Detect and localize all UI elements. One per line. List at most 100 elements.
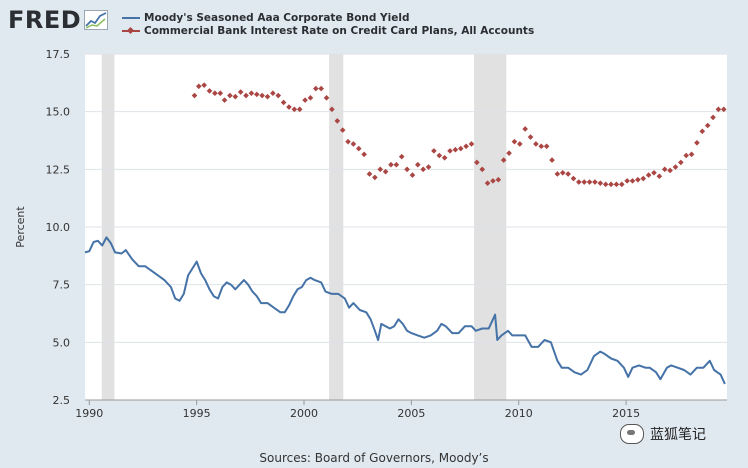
legend-diamond-swatch (122, 26, 140, 35)
credit-card-rate-point (694, 140, 700, 146)
credit-card-rate-point (366, 171, 373, 177)
credit-card-rate-point (457, 145, 464, 152)
credit-card-rate-point (592, 179, 598, 185)
legend-item-credit-card-rate[interactable]: Commercial Bank Interest Rate on Credit … (122, 24, 534, 37)
credit-card-rate-point (270, 90, 276, 97)
credit-card-rate-point (232, 93, 239, 100)
credit-card-rate-point (259, 92, 265, 99)
credit-card-rate-point (195, 83, 202, 90)
credit-card-rate-point (191, 92, 198, 99)
credit-card-rate-point (307, 95, 314, 101)
source-note: Sources: Board of Governors, Moody’s (259, 451, 489, 465)
credit-card-rate-point (302, 97, 308, 103)
credit-card-rate-point (404, 166, 410, 173)
credit-card-rate-point (286, 104, 292, 110)
credit-card-rate-point (275, 92, 282, 99)
credit-card-rate-point (420, 166, 426, 173)
credit-card-rate-point (516, 141, 523, 147)
y-tick-label: 7.5 (53, 279, 71, 292)
credit-card-rate-point (597, 180, 604, 186)
y-tick-label: 15.0 (46, 106, 71, 119)
credit-card-rate-point (334, 118, 341, 124)
credit-card-rate-point (538, 143, 545, 150)
credit-card-rate-point (441, 155, 448, 161)
credit-card-rate-point (651, 169, 657, 176)
credit-card-rate-point (227, 92, 233, 99)
credit-card-rate-point (586, 179, 593, 185)
credit-card-rate-point (490, 178, 496, 184)
credit-card-rate-point (217, 90, 224, 97)
credit-card-rate-point (345, 138, 351, 145)
credit-card-rate-point (221, 97, 228, 103)
credit-card-rate-point (543, 143, 550, 150)
credit-card-rate-point (409, 172, 416, 178)
credit-card-rate-point (500, 157, 507, 163)
credit-card-rate-point (361, 151, 367, 158)
wechat-icon (620, 424, 644, 444)
credit-card-rate-point (565, 171, 571, 177)
credit-card-rate-point (554, 171, 561, 177)
credit-card-rate-point (715, 106, 722, 113)
credit-card-rate-point (549, 157, 555, 163)
credit-card-rate-point (436, 152, 443, 159)
credit-card-rate-point (243, 92, 249, 99)
credit-card-rate-point (350, 141, 357, 147)
credit-card-rate-point (581, 179, 588, 185)
credit-card-rate-point (377, 166, 384, 173)
x-tick-label: 2015 (612, 407, 640, 420)
y-tick-label: 2.5 (53, 394, 71, 407)
credit-card-rate-point (264, 93, 271, 100)
credit-card-rate-point (318, 85, 324, 92)
legend-item-aaa-yield[interactable]: Moody's Seasoned Aaa Corporate Bond Yiel… (122, 11, 534, 24)
credit-card-rate-point (656, 173, 663, 180)
credit-card-rate-point (720, 106, 727, 113)
credit-card-rate-point (635, 176, 641, 183)
credit-card-rate-point (280, 99, 287, 106)
chart-legend: Moody's Seasoned Aaa Corporate Bond Yiel… (122, 11, 534, 37)
credit-card-rate-point (602, 181, 609, 188)
credit-card-rate-point (683, 152, 690, 159)
credit-card-rate-point (248, 90, 255, 97)
credit-card-rate-point (388, 161, 394, 168)
y-tick-label: 10.0 (46, 221, 71, 234)
legend-label: Commercial Bank Interest Rate on Credit … (144, 24, 535, 37)
credit-card-rate-point (645, 172, 652, 178)
credit-card-rate-point (678, 159, 684, 166)
x-tick-label: 1995 (183, 407, 211, 420)
credit-card-rate-point (382, 168, 389, 175)
credit-card-rate-point (339, 127, 346, 133)
credit-card-rate-point (618, 181, 625, 188)
credit-card-rate-point (468, 141, 475, 147)
logo-graph-icon (84, 10, 109, 30)
x-axis-ticks: 1990 1995 2000 2005 2010 2015 (75, 400, 640, 420)
credit-card-rate-point (452, 146, 459, 153)
credit-card-rate-point (206, 88, 213, 94)
credit-card-rate-point (522, 126, 528, 132)
credit-card-rate-point (201, 82, 207, 88)
credit-card-rate-point (704, 122, 711, 129)
y-axis-ticks: 2.5 5.0 7.5 10.0 12.5 15.0 17.5 (46, 48, 71, 407)
credit-card-rate-point (613, 181, 620, 188)
credit-card-rate-point (624, 178, 630, 184)
fred-logo[interactable]: FRED (8, 6, 109, 34)
credit-card-rate-point (474, 159, 480, 166)
credit-card-rate-point (253, 91, 260, 98)
credit-card-rate-point (415, 161, 421, 168)
x-tick-label: 2010 (505, 407, 533, 420)
x-tick-label: 1990 (75, 407, 103, 420)
credit-card-rate-point (661, 166, 668, 173)
credit-card-rate-point (629, 178, 636, 184)
legend-line-swatch (122, 14, 140, 22)
y-tick-label: 5.0 (53, 336, 71, 349)
credit-card-rate-point (688, 151, 695, 158)
credit-card-rate-point (479, 166, 486, 173)
credit-card-rate-point (393, 161, 400, 168)
credit-card-rate-point (355, 145, 362, 152)
credit-card-rate-point (329, 106, 335, 113)
y-tick-label: 17.5 (46, 48, 71, 61)
credit-card-rate-point (570, 175, 577, 182)
credit-card-rate-point (511, 138, 518, 145)
credit-card-rate-point (425, 164, 432, 170)
credit-card-rate-point (559, 169, 566, 176)
watermark: 蓝狐笔记 (620, 424, 706, 444)
